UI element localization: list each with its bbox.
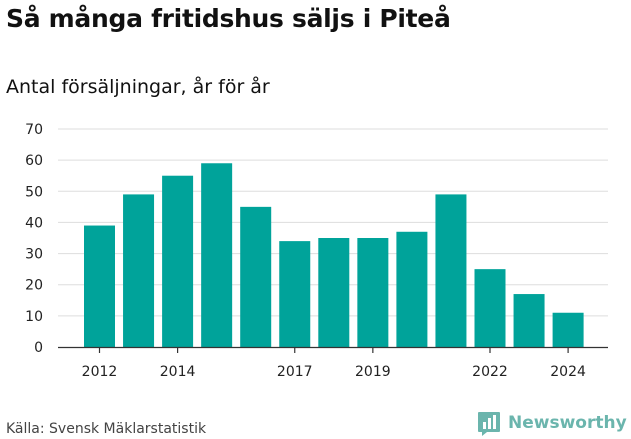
- x-tick-label: 2019: [355, 364, 391, 380]
- y-tick-label: 50: [25, 184, 43, 200]
- y-tick-label: 0: [34, 340, 43, 356]
- chart-title: Så många fritidshus säljs i Piteå: [6, 4, 451, 33]
- bar-2013: [123, 194, 155, 347]
- bar-2014: [162, 175, 194, 347]
- brand-name: Newsworthy: [508, 413, 627, 433]
- y-tick-label: 30: [25, 247, 43, 263]
- x-tick-label: 2014: [160, 364, 196, 380]
- y-tick-label: 60: [25, 153, 43, 169]
- x-tick-label: 2024: [550, 364, 586, 380]
- bar-2023: [513, 294, 545, 347]
- y-tick-label: 20: [25, 278, 43, 294]
- y-tick-label: 40: [25, 215, 43, 231]
- chart-subtitle: Antal försäljningar, år för år: [6, 76, 270, 98]
- newsworthy-logo-icon: [478, 412, 500, 436]
- bar-2020: [396, 231, 428, 347]
- bar-2019: [357, 238, 389, 347]
- y-tick-label: 70: [25, 122, 43, 138]
- bar-2016: [240, 206, 272, 347]
- bar-2018: [318, 238, 350, 347]
- source-note: Källa: Svensk Mäklarstatistik: [6, 421, 207, 437]
- bar-2015: [201, 163, 233, 347]
- y-tick-label: 10: [25, 309, 43, 325]
- bar-2022: [474, 269, 506, 347]
- x-tick-label: 2012: [82, 364, 118, 380]
- bar-2021: [435, 194, 467, 347]
- x-tick-label: 2017: [277, 364, 313, 380]
- bar-2017: [279, 241, 311, 347]
- bar-2024: [552, 312, 584, 347]
- bar-2012: [84, 225, 115, 347]
- x-tick-label: 2022: [472, 364, 508, 380]
- brand-logo: Newsworthy: [476, 410, 627, 436]
